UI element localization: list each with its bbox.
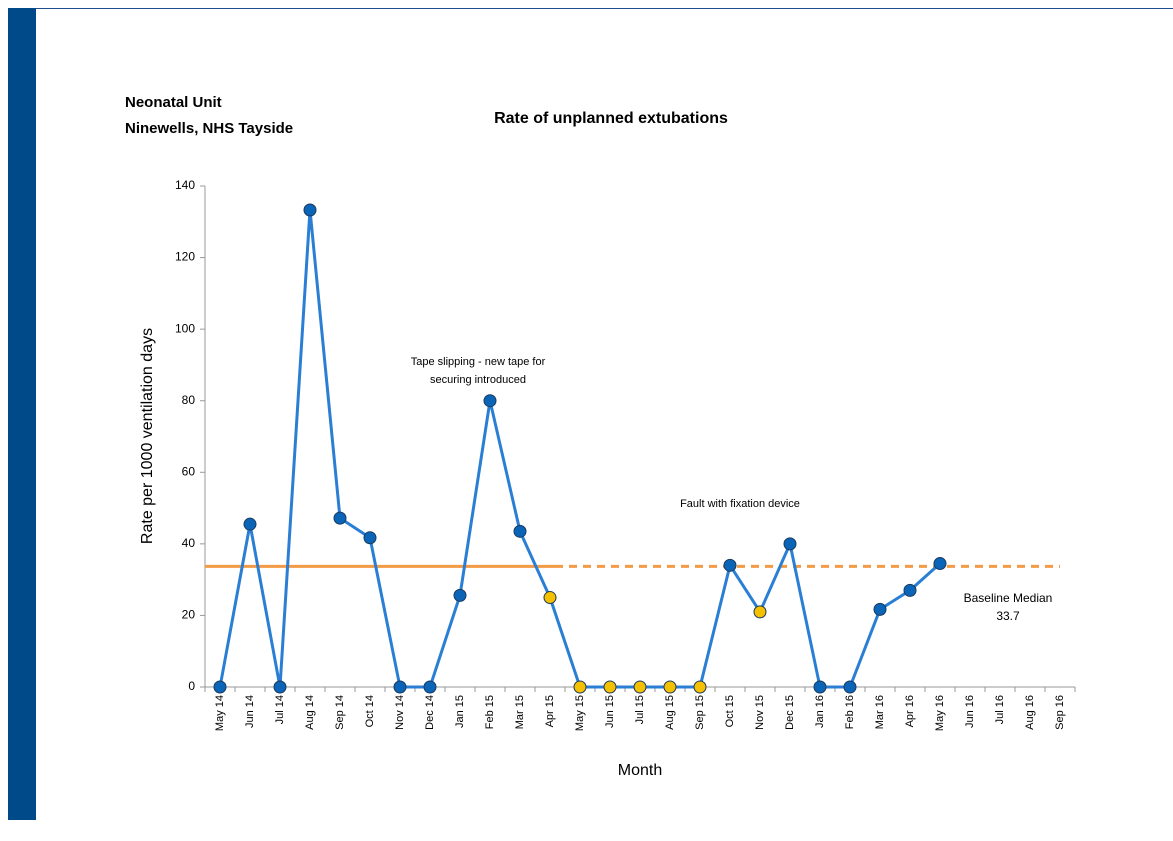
data-point bbox=[513, 524, 527, 538]
x-tick-label: Jun 15 bbox=[604, 695, 616, 728]
x-tick-label: Oct 15 bbox=[724, 695, 736, 727]
data-point bbox=[663, 680, 677, 694]
y-tick-label: 80 bbox=[182, 393, 196, 407]
x-tick-label: Aug 15 bbox=[664, 695, 676, 730]
data-point bbox=[303, 203, 317, 217]
x-tick-label: Sep 14 bbox=[334, 695, 346, 730]
data-point bbox=[873, 602, 887, 616]
data-point bbox=[753, 605, 767, 619]
data-point bbox=[393, 680, 407, 694]
x-tick-label: Feb 16 bbox=[844, 695, 856, 729]
y-tick-label: 120 bbox=[175, 250, 195, 264]
chart-title: Rate of unplanned extubations bbox=[494, 110, 728, 127]
y-axis-label: Rate per 1000 ventilation days bbox=[139, 328, 156, 544]
x-tick-label: Mar 15 bbox=[514, 695, 526, 729]
data-point bbox=[843, 680, 857, 694]
annotation: securing introduced bbox=[430, 374, 526, 386]
x-tick-label: Dec 14 bbox=[424, 695, 436, 730]
data-point bbox=[213, 680, 227, 694]
annotation: Tape slipping - new tape for bbox=[411, 356, 546, 368]
median-label: Baseline Median bbox=[964, 591, 1053, 605]
data-point bbox=[693, 680, 707, 694]
data-point bbox=[933, 557, 947, 571]
data-point bbox=[783, 537, 797, 551]
data-point bbox=[633, 680, 647, 694]
x-tick-label: Apr 16 bbox=[904, 695, 916, 727]
x-tick-label: Jan 15 bbox=[454, 695, 466, 728]
data-point bbox=[453, 588, 467, 602]
median-value: 33.7 bbox=[996, 609, 1020, 623]
data-point bbox=[543, 591, 557, 605]
x-tick-label: Jul 14 bbox=[274, 695, 286, 724]
data-point bbox=[723, 558, 737, 572]
data-point bbox=[423, 680, 437, 694]
series-line bbox=[218, 208, 942, 689]
x-tick-label: May 16 bbox=[934, 695, 946, 731]
data-point bbox=[363, 531, 377, 545]
data-point bbox=[573, 680, 587, 694]
x-tick-label: Nov 15 bbox=[754, 695, 766, 730]
y-tick-label: 140 bbox=[175, 178, 195, 192]
x-tick-label: Nov 14 bbox=[394, 695, 406, 730]
data-point bbox=[903, 583, 917, 597]
x-tick-label: May 15 bbox=[574, 695, 586, 731]
data-point bbox=[813, 680, 827, 694]
data-point bbox=[273, 680, 287, 694]
x-tick-label: May 14 bbox=[214, 695, 226, 731]
y-tick-label: 60 bbox=[182, 464, 196, 478]
y-tick-label: 40 bbox=[182, 536, 196, 550]
header-line: Neonatal Unit bbox=[125, 94, 222, 111]
x-tick-label: Jul 15 bbox=[634, 695, 646, 724]
data-point bbox=[243, 517, 257, 531]
x-tick-label: Feb 15 bbox=[484, 695, 496, 729]
x-tick-label: Jan 16 bbox=[814, 695, 826, 728]
side-band bbox=[8, 8, 36, 820]
x-tick-label: Dec 15 bbox=[784, 695, 796, 730]
annotation: Fault with fixation device bbox=[680, 498, 800, 510]
x-tick-label: Oct 14 bbox=[364, 695, 376, 727]
x-tick-label: Apr 15 bbox=[544, 695, 556, 727]
y-tick-label: 100 bbox=[175, 321, 195, 335]
x-tick-label: Jun 14 bbox=[244, 695, 256, 728]
y-tick-label: 0 bbox=[188, 679, 195, 693]
x-tick-label: Aug 16 bbox=[1024, 695, 1036, 730]
x-tick-label: Mar 16 bbox=[874, 695, 886, 729]
x-tick-label: Jul 16 bbox=[994, 695, 1006, 724]
x-tick-label: Aug 14 bbox=[304, 695, 316, 730]
x-tick-label: Sep 16 bbox=[1054, 695, 1066, 730]
x-axis-label: Month bbox=[618, 762, 662, 779]
data-point bbox=[333, 511, 347, 525]
y-tick-label: 20 bbox=[182, 608, 196, 622]
x-tick-label: Sep 15 bbox=[694, 695, 706, 730]
header-line: Ninewells, NHS Tayside bbox=[125, 120, 293, 137]
x-tick-label: Jun 16 bbox=[964, 695, 976, 728]
data-point bbox=[603, 680, 617, 694]
data-point bbox=[483, 394, 497, 408]
